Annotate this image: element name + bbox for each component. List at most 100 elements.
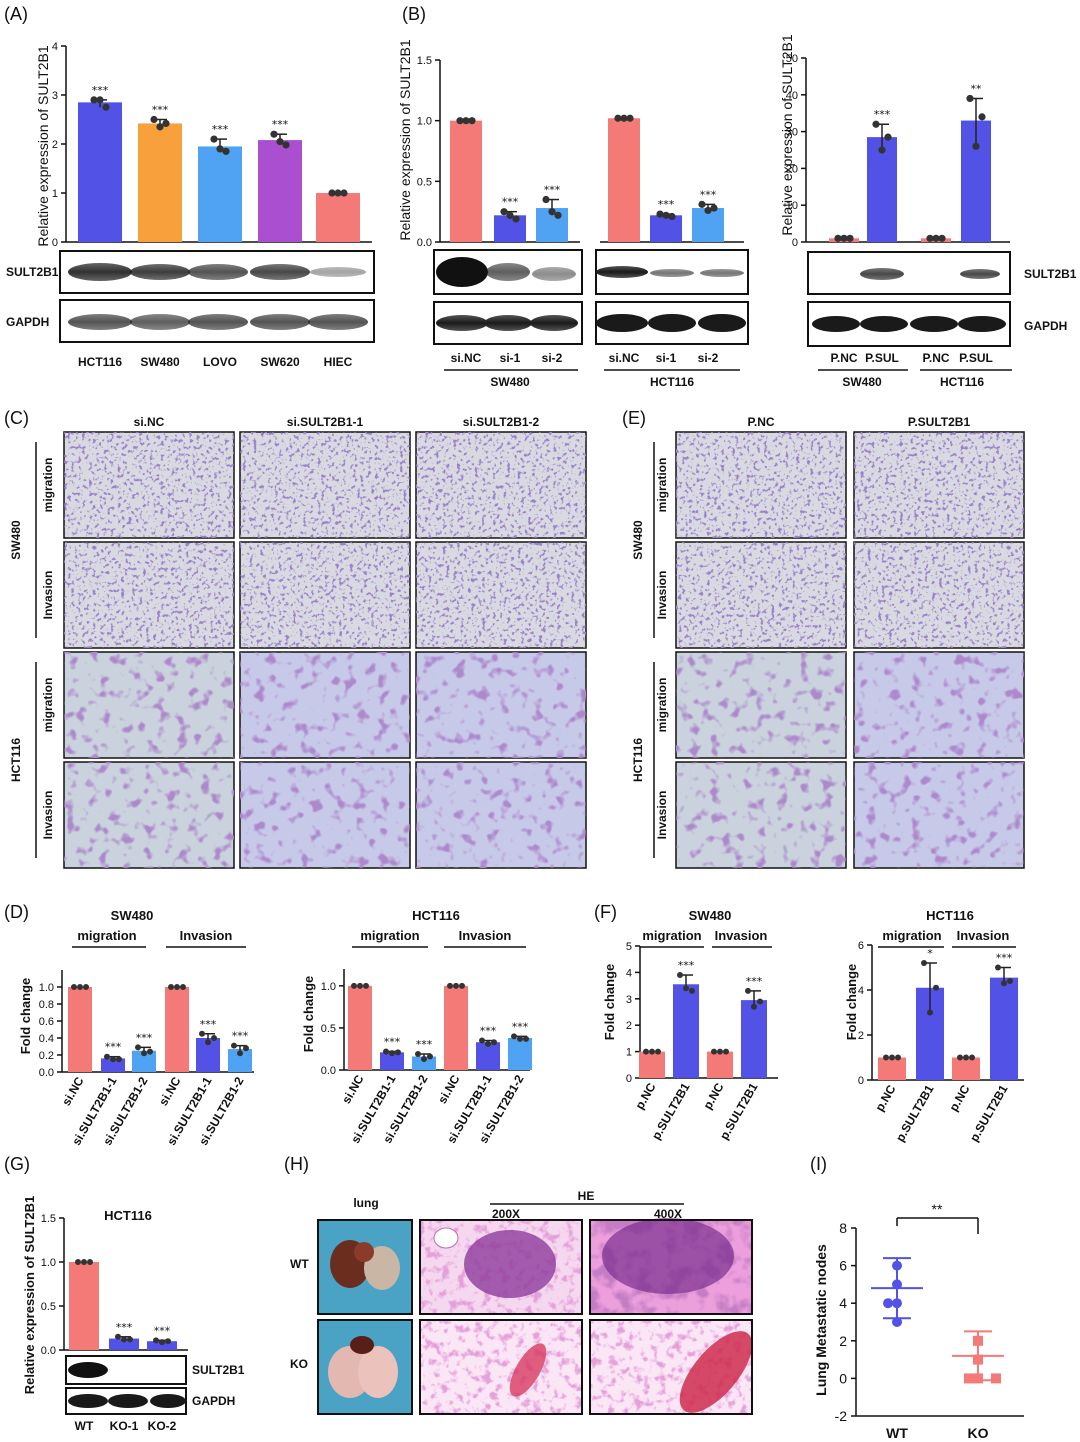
data-point — [683, 985, 689, 992]
data-point — [141, 1050, 147, 1057]
data-point — [135, 1044, 141, 1051]
panel-label-h: (H) — [284, 1154, 309, 1174]
panel-label-e: (E) — [622, 408, 646, 428]
row-label: Invasion — [655, 791, 669, 840]
significance-label: *** — [212, 123, 229, 136]
panel-h-histology: lung HE 200X 400X WT KO — [290, 1189, 753, 1415]
data-point — [1001, 980, 1007, 987]
data-point — [506, 211, 514, 219]
data-point — [933, 984, 939, 991]
data-point — [180, 984, 186, 990]
panel-label-f: (F) — [594, 902, 617, 922]
y-tick-label: 4 — [839, 1295, 847, 1311]
x-tick-label: si-1 — [500, 351, 521, 365]
b-band — [648, 314, 696, 332]
data-point — [270, 130, 278, 138]
y-tick-label: 0.6 — [39, 1016, 54, 1028]
x-tick-label: HIEC — [324, 355, 353, 369]
data-point — [643, 1048, 649, 1055]
y-tick-label: 0.8 — [39, 999, 54, 1011]
data-point — [926, 234, 934, 242]
g-blot-label-gapdh: GAPDH — [192, 1394, 235, 1408]
x-tick-label: SW480 — [140, 355, 180, 369]
data-point — [174, 984, 180, 990]
data-point — [957, 1054, 963, 1061]
a-band — [130, 314, 190, 330]
b2-band — [910, 316, 958, 332]
b2-blot-gapdh — [807, 301, 1011, 347]
bar — [68, 987, 92, 1072]
data-point — [614, 114, 622, 122]
bar — [198, 146, 242, 242]
data-point — [102, 103, 110, 111]
data-point — [878, 146, 886, 154]
significance-label: *** — [996, 952, 1013, 965]
data-point — [991, 1373, 1001, 1384]
data-point — [87, 1259, 93, 1265]
f-hct-ylabel: Fold change — [844, 964, 859, 1041]
data-point — [75, 1259, 81, 1265]
bar — [228, 1049, 252, 1072]
y-tick-label: 1.0 — [417, 116, 432, 128]
column-label: si.SULT2B1-1 — [287, 415, 364, 429]
bar — [109, 1338, 139, 1350]
data-point — [116, 1056, 122, 1063]
a-band — [130, 264, 190, 280]
f-hct-title: HCT116 — [926, 908, 974, 923]
data-point — [710, 204, 718, 212]
y-tick-label: 5 — [626, 941, 632, 953]
h-he-vessel — [433, 1227, 459, 1249]
column-label: si.NC — [134, 415, 165, 429]
bar — [990, 977, 1018, 1080]
transwell-cells — [416, 652, 586, 758]
d-hct-title: HCT116 — [412, 908, 460, 923]
x-tick-label: KO-2 — [148, 1419, 177, 1433]
data-point — [927, 1009, 933, 1016]
data-point — [383, 1048, 389, 1055]
data-point — [840, 234, 848, 242]
data-point — [972, 142, 980, 150]
d-sw-migration: migration — [77, 928, 136, 943]
b-band — [596, 266, 648, 278]
significance-label: *** — [746, 975, 763, 988]
data-point — [554, 211, 562, 219]
transwell-cells — [416, 432, 586, 538]
transwell-cells — [854, 762, 1024, 868]
row-label: migration — [655, 458, 669, 513]
h-he-border — [589, 1319, 753, 1415]
data-point — [969, 1054, 975, 1061]
f-hct-invasion: Invasion — [957, 928, 1010, 943]
transwell-cells — [854, 432, 1024, 538]
a-band — [310, 267, 366, 277]
data-point — [995, 964, 1001, 971]
data-point — [153, 1337, 159, 1344]
significance-label: *** — [678, 959, 695, 972]
y-tick-label: 8 — [839, 1220, 847, 1236]
d-sw-ylabel: Fold change — [18, 978, 33, 1055]
data-point — [104, 1053, 110, 1060]
y-tick-label: 1.0 — [321, 981, 336, 993]
data-point — [542, 195, 550, 204]
y-tick-label: 0 — [626, 1073, 632, 1085]
h-row-wt: WT — [290, 1257, 309, 1271]
h-lung-wt-node — [354, 1242, 374, 1262]
h-he-border — [419, 1219, 583, 1315]
b2-bands — [812, 268, 1006, 332]
data-point — [165, 1338, 171, 1345]
data-point — [662, 211, 670, 219]
x-tick-label: si-1 — [656, 351, 677, 365]
data-point — [485, 1040, 491, 1047]
d-sw-title: SW480 — [111, 908, 154, 923]
data-point — [121, 1336, 127, 1343]
y-tick-label: 0.5 — [41, 1301, 56, 1313]
data-point — [210, 135, 218, 143]
data-point — [83, 984, 89, 990]
f-sw-invasion: Invasion — [715, 928, 768, 943]
x-tick-label: KO-1 — [110, 1419, 139, 1433]
transwell-cells — [64, 762, 234, 868]
data-point — [517, 1035, 523, 1042]
x-tick-label: si.NC — [435, 1072, 463, 1106]
h-mag-400x: 400X — [654, 1207, 682, 1221]
